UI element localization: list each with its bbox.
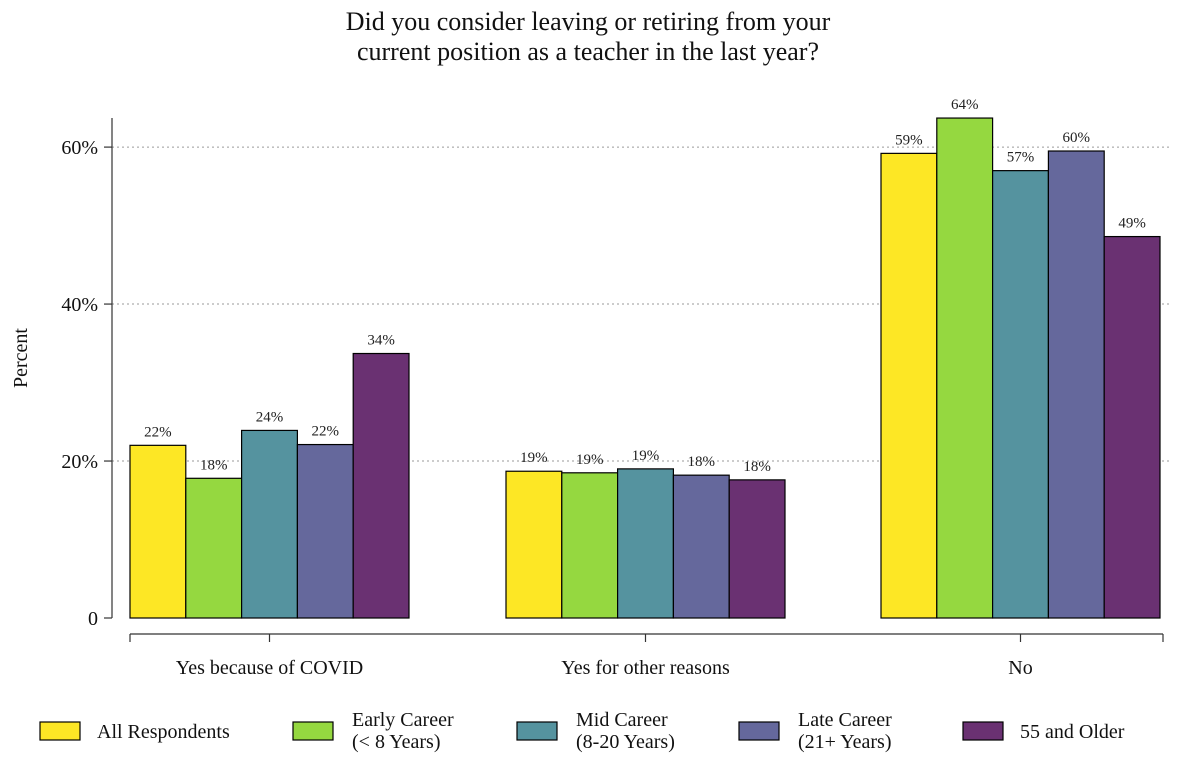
- legend-label: Late Career: [798, 709, 892, 731]
- x-tick-label: Yes for other reasons: [561, 657, 730, 679]
- bar: [1103, 235, 1161, 619]
- bar: [880, 152, 938, 619]
- legend-label: (8-20 Years): [576, 731, 675, 753]
- legend-label: (21+ Years): [798, 731, 892, 753]
- x-tick-label: No: [1008, 657, 1032, 679]
- y-tick-label: 20%: [61, 451, 98, 473]
- y-tick-label: 0: [88, 608, 98, 630]
- data-label: 19%: [520, 450, 548, 466]
- bar: [936, 117, 994, 619]
- data-label: 64%: [951, 97, 979, 113]
- legend-label: 55 and Older: [1020, 721, 1125, 743]
- legend-label: (< 8 Years): [352, 731, 441, 753]
- bar: [241, 429, 299, 619]
- legend-label: All Respondents: [97, 721, 230, 743]
- bar: [728, 479, 786, 619]
- y-tick-label: 40%: [61, 294, 98, 316]
- bar: [296, 443, 354, 619]
- legend-label: Mid Career: [576, 709, 668, 731]
- bar: [505, 470, 563, 619]
- x-tick-label: Yes because of COVID: [176, 657, 363, 679]
- data-label: 19%: [632, 448, 660, 464]
- bar: [991, 170, 1049, 619]
- data-label: 34%: [367, 333, 395, 349]
- data-label: 22%: [144, 424, 172, 440]
- bar: [129, 444, 187, 619]
- bar: [672, 474, 730, 619]
- data-label: 49%: [1118, 216, 1146, 232]
- legend-swatch: [292, 721, 334, 741]
- data-label: 22%: [312, 424, 340, 440]
- legend-swatch: [516, 721, 558, 741]
- data-label: 60%: [1063, 130, 1091, 146]
- data-label: 57%: [1007, 150, 1035, 166]
- data-label: 59%: [895, 132, 923, 148]
- y-axis-label: Percent: [10, 328, 32, 388]
- bar: [1047, 150, 1105, 619]
- bar: [561, 472, 619, 619]
- bar: [185, 477, 243, 619]
- data-label: 24%: [256, 409, 284, 425]
- data-label: 19%: [576, 452, 604, 468]
- legend-swatch: [39, 721, 81, 741]
- bar: [616, 468, 674, 619]
- y-tick-label: 60%: [61, 137, 98, 159]
- chart-title-line-2: current position as a teacher in the las…: [357, 37, 819, 66]
- data-label: 18%: [743, 459, 771, 475]
- legend-label: Early Career: [352, 709, 454, 731]
- legend-swatch: [738, 721, 780, 741]
- data-label: 18%: [200, 457, 228, 473]
- bar: [352, 352, 410, 619]
- legend-swatch: [962, 721, 1004, 741]
- data-label: 18%: [688, 454, 716, 470]
- chart-title-line-1: Did you consider leaving or retiring fro…: [346, 7, 831, 36]
